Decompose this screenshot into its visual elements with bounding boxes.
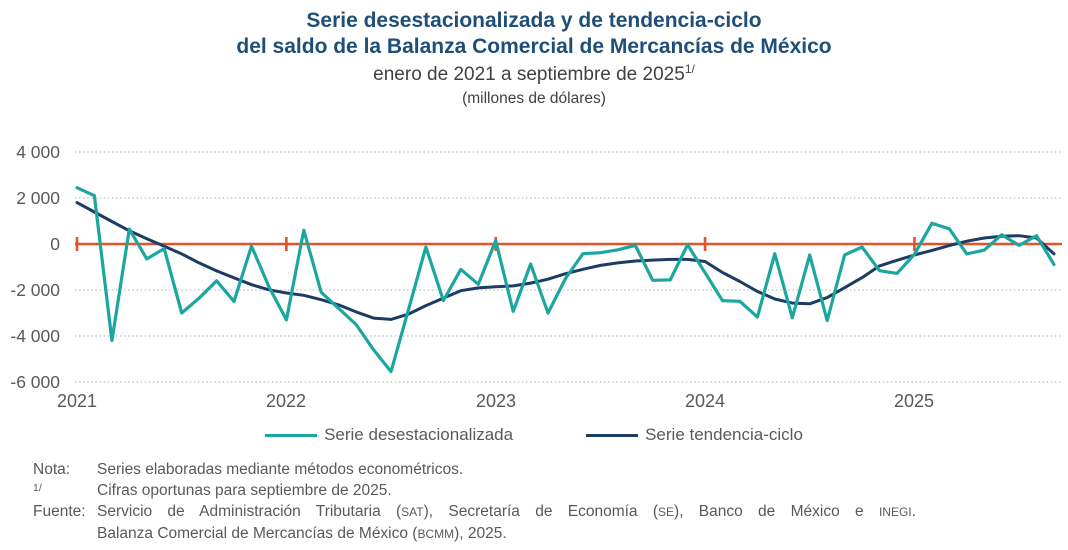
legend-item-tendencia-ciclo: Serie tendencia-ciclo bbox=[586, 425, 803, 445]
series-line-desestacionalizada bbox=[75, 186, 1056, 374]
nota-label: Nota: bbox=[33, 461, 71, 478]
chart-title-block: Serie desestacionalizada y de tendencia-… bbox=[0, 8, 1068, 109]
chart-plot-area bbox=[75, 151, 1062, 383]
footnote-marker: 1/ bbox=[684, 62, 695, 76]
chart-subtitle: enero de 2021 a septiembre de 20251/ bbox=[0, 62, 1068, 89]
chart-units-label: (millones de dólares) bbox=[462, 90, 606, 107]
fuente-text-line2: Balanza Comercial de Mercancías de Méxic… bbox=[97, 525, 507, 542]
chart-subtitle-text: enero de 2021 a septiembre de 2025 bbox=[373, 64, 685, 85]
fuente-text-line1: Servicio de Administración Tributaria (S… bbox=[97, 503, 916, 520]
footnotes: Nota: Series elaboradas mediante métodos… bbox=[33, 459, 1066, 545]
fuente-row-2: Balanza Comercial de Mercancías de Méxic… bbox=[33, 523, 1066, 545]
footnote-1-label: 1/ bbox=[33, 482, 42, 494]
footnote-1-text: Cifras oportunas para septiembre de 2025… bbox=[97, 482, 392, 499]
legend-item-desestacionalizada: Serie desestacionalizada bbox=[265, 425, 513, 445]
legend-swatch-desestacionalizada bbox=[265, 433, 318, 437]
nota-row: Nota: Series elaboradas mediante métodos… bbox=[33, 459, 1066, 480]
fuente-row: Fuente: Servicio de Administración Tribu… bbox=[33, 501, 1066, 523]
fuente-label: Fuente: bbox=[33, 503, 86, 520]
legend: Serie desestacionalizada Serie tendencia… bbox=[0, 425, 1068, 445]
legend-label-desestacionalizada: Serie desestacionalizada bbox=[324, 425, 514, 444]
legend-label-tendencia-ciclo: Serie tendencia-ciclo bbox=[645, 425, 803, 444]
footnote-1-row: 1/ Cifras oportunas para septiembre de 2… bbox=[33, 480, 1066, 501]
chart-title-line1: Serie desestacionalizada y de tendencia-… bbox=[306, 9, 762, 32]
nota-text: Series elaboradas mediante métodos econo… bbox=[97, 461, 464, 478]
chart-title-line2: del saldo de la Balanza Comercial de Mer… bbox=[236, 35, 832, 58]
legend-swatch-tendencia-ciclo bbox=[586, 433, 639, 437]
